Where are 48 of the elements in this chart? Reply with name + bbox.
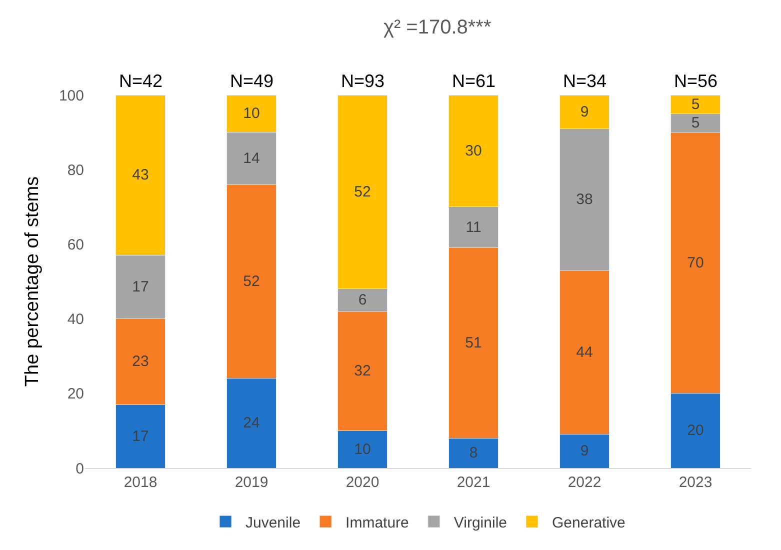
data-label: 8 <box>469 444 478 462</box>
x-tick-label: 2019 <box>234 474 268 491</box>
data-label: 43 <box>132 166 149 184</box>
text: N=61 <box>452 71 496 91</box>
y-axis-title: The percentage of stems <box>22 176 43 387</box>
y-tick-label: 80 <box>67 162 84 179</box>
data-label: 17 <box>132 278 149 296</box>
data-label: 11 <box>466 218 482 236</box>
text: N=93 <box>341 71 385 91</box>
data-label: 52 <box>243 273 260 290</box>
y-tick-label: 20 <box>67 386 84 403</box>
data-label: 5 <box>691 96 700 113</box>
legend-label: Generative <box>552 514 626 532</box>
legend-label: Juvenile <box>246 514 301 532</box>
data-label: 38 <box>576 190 593 208</box>
legend-label: Immature <box>346 514 409 532</box>
data-label: 70 <box>687 254 704 272</box>
y-tick-label: 60 <box>67 236 84 254</box>
y-tick-label: 100 <box>58 87 84 104</box>
data-label: 23 <box>132 353 149 370</box>
data-label: 44 <box>576 344 593 361</box>
legend-label: Virginile <box>454 514 507 532</box>
data-label: 24 <box>243 414 260 432</box>
data-label: 10 <box>243 105 260 122</box>
x-tick-label: 2018 <box>124 474 158 491</box>
data-label: 30 <box>465 142 482 160</box>
data-label: 17 <box>132 428 149 445</box>
data-label: 5 <box>691 114 700 132</box>
y-tick-label: 0 <box>76 460 84 478</box>
data-label: 6 <box>358 292 367 309</box>
data-label: 52 <box>354 183 371 200</box>
x-tick-label: 2023 <box>678 474 712 491</box>
chart-title: χ² =170.8*** <box>383 16 492 38</box>
data-label: 10 <box>354 440 371 458</box>
x-tick-label: 2022 <box>568 474 602 491</box>
data-label: 9 <box>580 103 589 120</box>
x-tick-label: 2020 <box>346 474 380 491</box>
data-label: 14 <box>243 150 260 167</box>
data-label: 20 <box>687 422 704 440</box>
data-label: 9 <box>580 442 589 460</box>
x-tick-label: 2021 <box>456 474 490 491</box>
data-label: 32 <box>354 362 371 380</box>
text: N=34 <box>563 71 607 91</box>
data-label: 51 <box>465 334 482 352</box>
text: N=56 <box>674 71 718 91</box>
y-tick-label: 40 <box>67 311 84 328</box>
text: N=42 <box>119 71 163 91</box>
text: N=49 <box>230 71 274 91</box>
